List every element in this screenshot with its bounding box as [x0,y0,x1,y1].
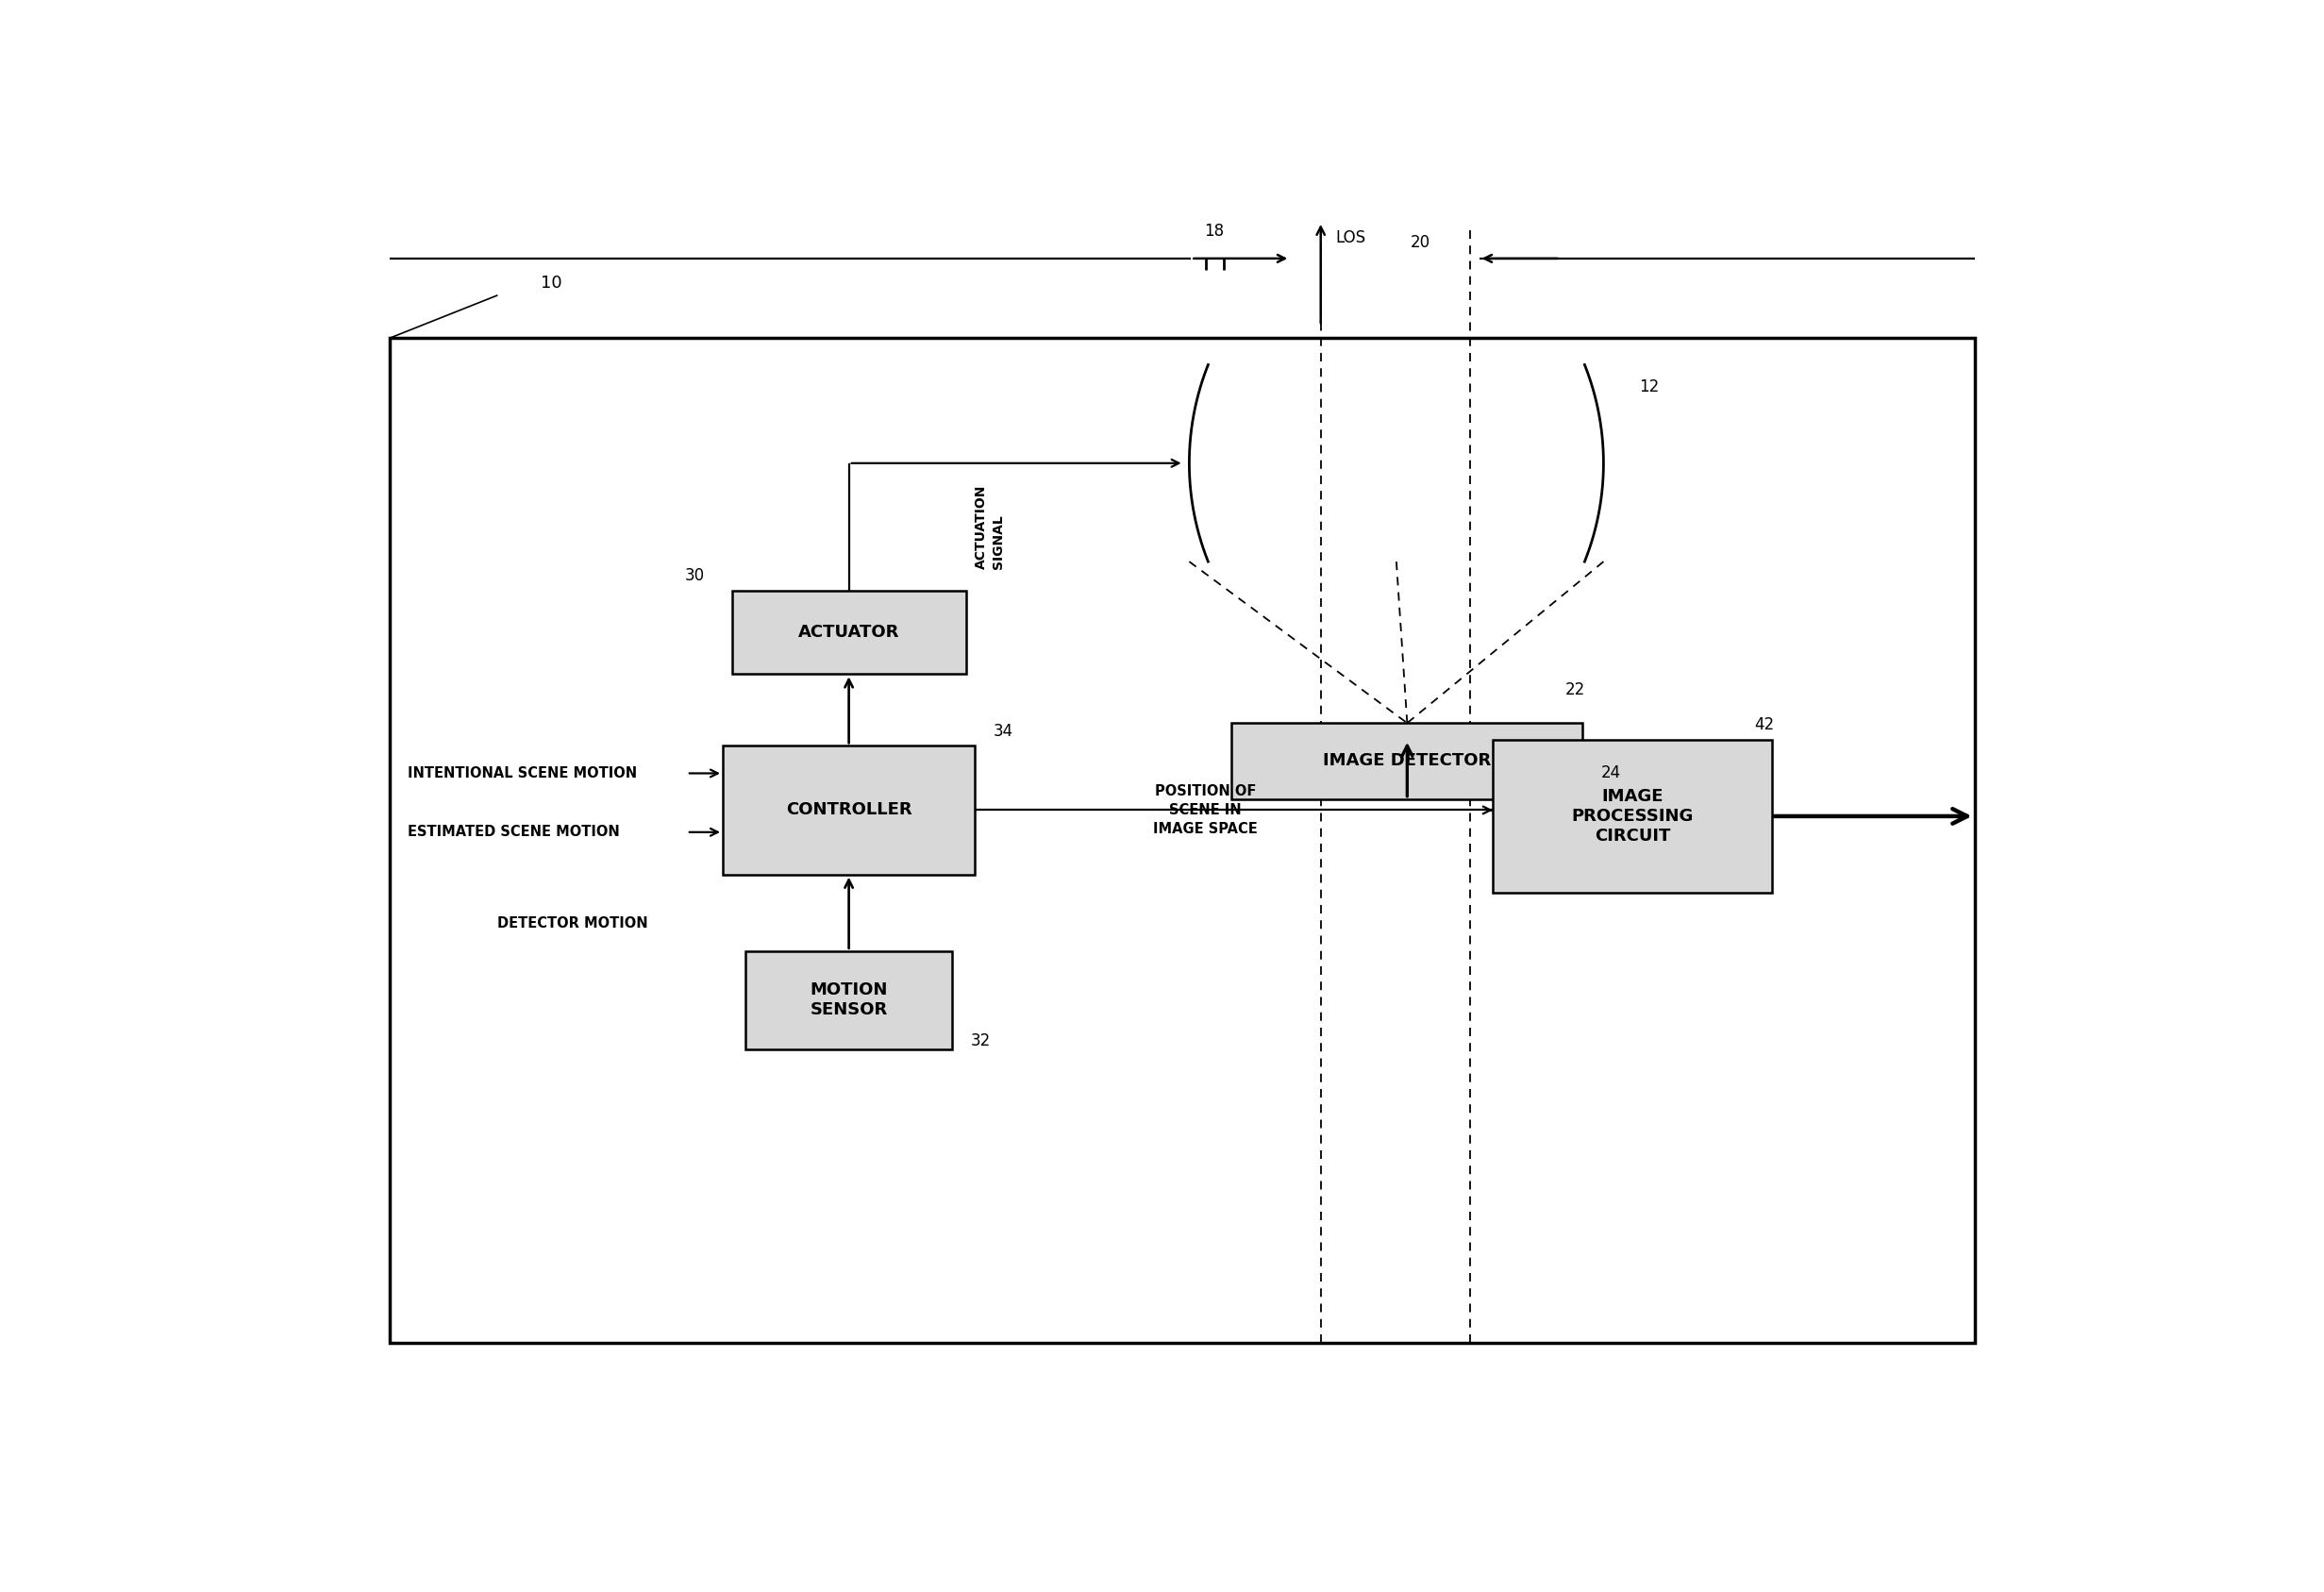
Text: 10: 10 [541,274,562,291]
Bar [732,591,967,673]
Text: POSITION OF
SCENE IN
IMAGE SPACE: POSITION OF SCENE IN IMAGE SPACE [1153,785,1257,836]
Text: CONTROLLER: CONTROLLER [786,802,911,818]
Text: ACTUATOR: ACTUATOR [797,624,899,642]
Text: IMAGE
PROCESSING
CIRCUIT: IMAGE PROCESSING CIRCUIT [1571,788,1694,844]
Bar [723,745,976,874]
Text: LOS: LOS [1334,229,1367,247]
Text: ACTUATION
SIGNAL: ACTUATION SIGNAL [976,484,1004,568]
Bar [1492,740,1771,893]
Text: IMAGE DETECTOR: IMAGE DETECTOR [1322,753,1492,769]
Text: 20: 20 [1411,234,1432,252]
Text: DETECTOR MOTION: DETECTOR MOTION [497,917,648,931]
Text: INTENTIONAL SCENE MOTION: INTENTIONAL SCENE MOTION [407,766,637,780]
Text: 32: 32 [971,1032,990,1049]
Text: 18: 18 [1204,223,1225,240]
Text: MOTION
SENSOR: MOTION SENSOR [811,982,888,1019]
Text: 12: 12 [1638,379,1659,396]
Text: ESTIMATED SCENE MOTION: ESTIMATED SCENE MOTION [407,825,621,839]
Text: 34: 34 [992,723,1013,740]
Text: 30: 30 [686,568,704,584]
Text: 42: 42 [1755,716,1773,734]
Text: 24: 24 [1601,764,1620,782]
Bar [1232,723,1583,799]
Bar [746,950,953,1049]
Bar [390,338,1975,1344]
Text: 22: 22 [1564,681,1585,699]
